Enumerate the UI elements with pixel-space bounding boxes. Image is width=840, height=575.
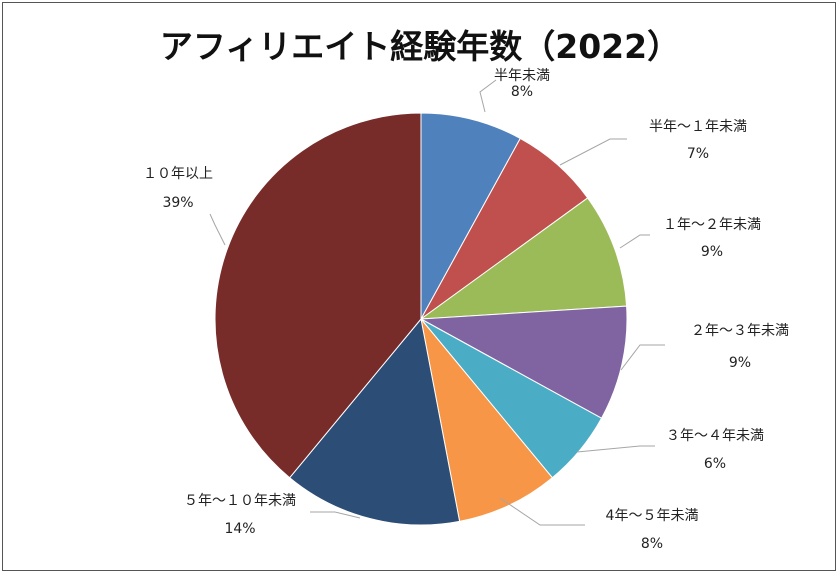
leader-line-7 xyxy=(209,213,226,246)
pie-slice-0 xyxy=(420,112,521,320)
slice-name-label-3: ２年～３年未満 xyxy=(691,323,789,339)
slice-percent-label-7: 39% xyxy=(162,195,193,211)
slice-percent-label-3: 9% xyxy=(729,355,751,371)
leader-line-5 xyxy=(499,497,585,526)
pie-slice-5 xyxy=(420,318,554,522)
leader-line-0 xyxy=(479,79,497,113)
slice-name-label-4: ３年～４年未満 xyxy=(666,428,764,444)
leader-line-2 xyxy=(619,234,650,249)
slice-percent-label-1: 7% xyxy=(687,146,709,162)
pie-slice-2 xyxy=(419,197,628,320)
pie-slice-7 xyxy=(214,112,422,479)
leader-line-3 xyxy=(620,344,665,371)
slice-percent-label-0: 8% xyxy=(511,84,533,100)
slice-name-label-1: 半年～１年未満 xyxy=(649,119,747,135)
slice-percent-label-6: 14% xyxy=(224,521,255,537)
slice-name-label-2: １年～２年未満 xyxy=(663,217,761,233)
leader-line-6 xyxy=(310,511,361,519)
slice-percent-label-2: 9% xyxy=(701,244,723,260)
leader-line-1 xyxy=(559,138,627,166)
pie-slice-3 xyxy=(419,305,628,419)
leader-line-4 xyxy=(576,445,655,453)
chart-title: アフィリエイト経験年数（2022） xyxy=(159,27,681,66)
slice-percent-label-4: 6% xyxy=(704,456,726,472)
pie-slice-6 xyxy=(288,317,461,526)
slice-name-label-7: １０年以上 xyxy=(143,166,213,182)
slice-name-label-5: 4年～５年未満 xyxy=(606,508,699,524)
slice-name-label-0: 半年未満 xyxy=(494,68,550,84)
slice-percent-label-5: 8% xyxy=(641,536,663,552)
slice-name-label-6: ５年～１０年未満 xyxy=(184,493,296,509)
